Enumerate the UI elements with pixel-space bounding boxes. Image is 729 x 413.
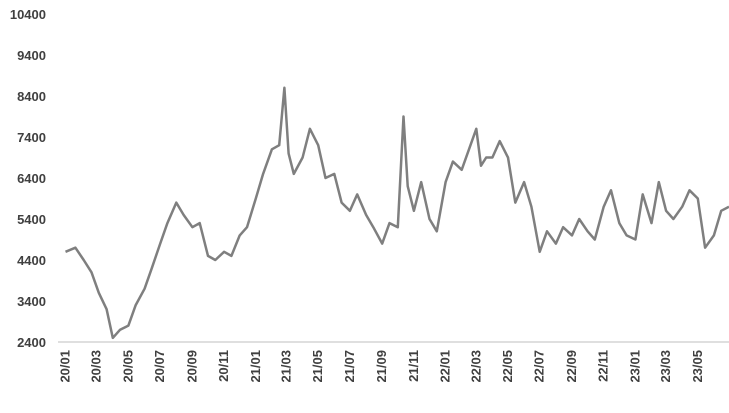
series-layer <box>65 86 729 340</box>
x-tick-label: 20/07 <box>152 350 167 383</box>
y-tick-label: 6400 <box>17 171 46 186</box>
y-axis-ticks: 10400 9400 8400 7400 6400 5400 4400 3400… <box>10 7 46 350</box>
y-tick-label: 4400 <box>17 253 46 268</box>
x-tick-label: 22/09 <box>564 350 579 383</box>
y-tick-label: 3400 <box>17 294 46 309</box>
x-tick-label: 22/03 <box>468 350 483 383</box>
y-tick-label: 5400 <box>17 212 46 227</box>
x-tick-label: 22/11 <box>596 350 611 382</box>
y-tick-label: 9400 <box>17 48 46 63</box>
x-tick-label: 20/03 <box>89 350 104 383</box>
y-tick-label: 10400 <box>10 7 46 22</box>
x-tick-label: 23/03 <box>658 350 673 383</box>
x-axis-ticks: 20/01 20/03 20/05 20/07 20/09 20/11 21/01 21/03… <box>58 350 705 383</box>
x-tick-label: 21/09 <box>374 350 389 383</box>
y-tick-label: 8400 <box>17 89 46 104</box>
x-tick-label: 21/01 <box>248 350 263 383</box>
x-tick-label: 21/05 <box>310 350 325 383</box>
x-tick-label: 22/07 <box>532 350 547 383</box>
x-tick-label: 21/03 <box>279 350 294 383</box>
series-line <box>65 86 729 340</box>
x-tick-label: 23/01 <box>627 350 642 383</box>
y-tick-label: 2400 <box>17 335 46 350</box>
x-tick-label: 20/09 <box>184 350 199 383</box>
x-tick-label: 22/05 <box>500 350 515 383</box>
y-tick-label: 7400 <box>17 130 46 145</box>
x-tick-label: 22/01 <box>438 350 453 383</box>
x-tick-label: 20/05 <box>120 350 135 383</box>
x-tick-label: 21/07 <box>342 350 357 383</box>
x-tick-label: 23/05 <box>690 350 705 383</box>
x-tick-label: 20/01 <box>58 350 73 383</box>
x-tick-label: 20/11 <box>216 350 231 382</box>
x-tick-label: 21/11 <box>406 350 421 382</box>
